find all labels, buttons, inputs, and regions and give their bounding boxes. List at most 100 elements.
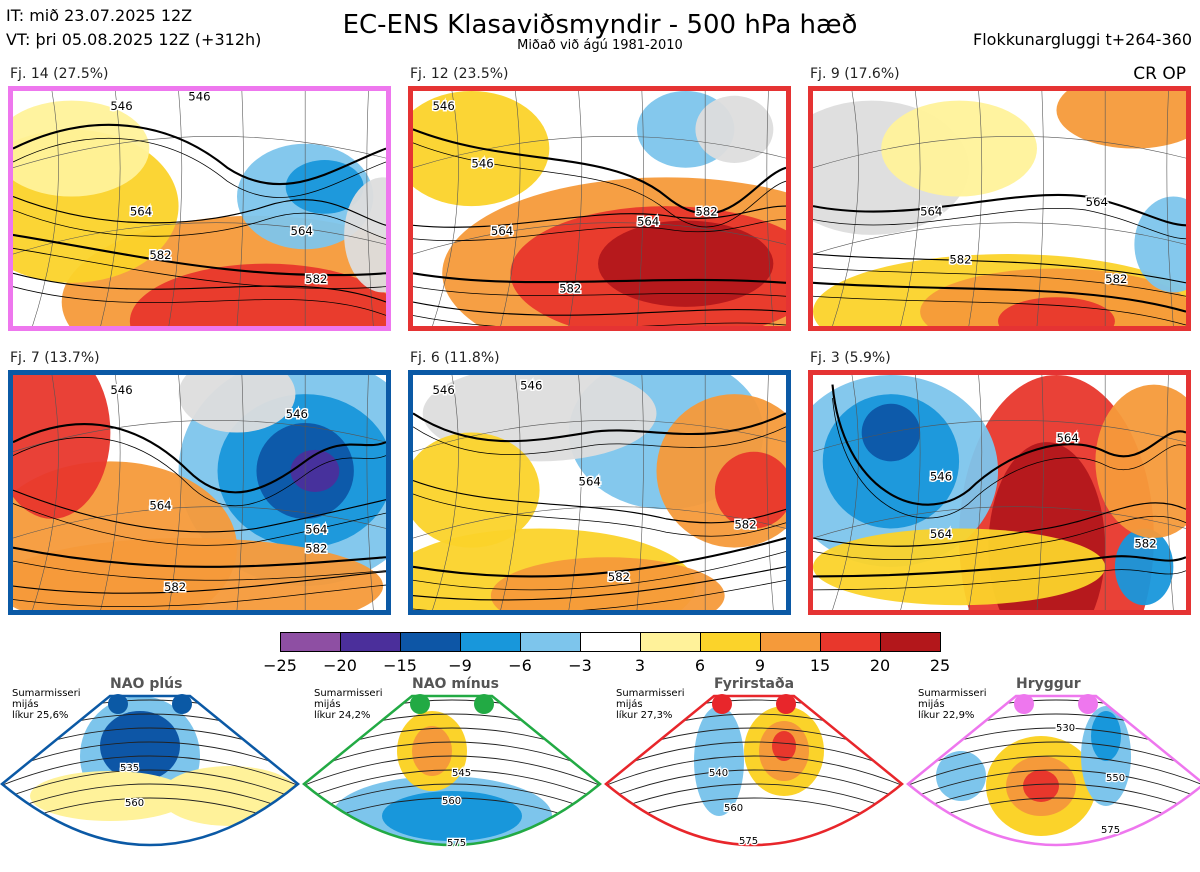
anomaly-area (813, 528, 1106, 606)
regime-info-line: Sumarmisseri (314, 688, 383, 699)
meridian-line (1036, 375, 1044, 610)
regime-marker-dot (776, 694, 796, 714)
parallel-line (813, 506, 1186, 539)
regime-info-line: Sumarmisseri (12, 688, 81, 699)
regime-marker-dot (474, 694, 494, 714)
meridian-line (1166, 91, 1174, 326)
cluster-map-svg: 564 546 564 582 (813, 375, 1186, 610)
colorbar-cell (700, 632, 761, 652)
meridian-line (636, 91, 644, 326)
contour-label: 582 (695, 205, 717, 219)
parallel-line (13, 506, 386, 539)
colorbar-cell (580, 632, 641, 652)
meridian-line (568, 375, 583, 610)
meridian-line (432, 375, 459, 610)
anomaly-area (178, 375, 296, 433)
height-contour-thin (413, 579, 786, 610)
regime-map: 540 560 575 Fyrirstaða Sumarmisseri mijás líku… (604, 676, 904, 868)
regime-info: Sumarmisseri mijás líkur 25,6% (12, 688, 80, 721)
regime-contour-label: 575 (1101, 825, 1120, 836)
colorbar-cell (400, 632, 461, 652)
regime-contour-label: 575 (739, 836, 758, 847)
regime-fan-svg: 535 560 (0, 694, 300, 847)
cluster-label: Fj. 14 (27.5%) (10, 66, 109, 82)
contour-label: 546 (930, 470, 952, 484)
height-contour-thin (413, 219, 786, 242)
colorbar-tick-label: 6 (694, 656, 706, 675)
contour-label: 582 (734, 518, 756, 532)
meridian-line (168, 375, 183, 610)
regime-contour-label: 545 (452, 768, 471, 779)
meridian-line (900, 91, 921, 326)
height-contour-thin (13, 137, 386, 198)
cr-op-label: CR OP (1133, 64, 1186, 84)
regime-outline (302, 694, 602, 847)
anomaly-area (695, 95, 774, 163)
classification-window: Flokkunargluggi t+264-360 (973, 30, 1192, 49)
meridian-line (766, 375, 774, 610)
height-contour-thin (13, 286, 386, 316)
regime-marker-dot (172, 694, 192, 714)
height-contour-thin (13, 503, 386, 546)
meridian-line (32, 375, 59, 610)
colorbar-cell (340, 632, 401, 652)
contour-label: 546 (432, 99, 454, 113)
height-contour (413, 272, 786, 284)
height-contour (13, 422, 386, 494)
anomaly-area (344, 177, 386, 293)
regime-contour-label: 575 (447, 838, 466, 849)
height-contour (413, 412, 786, 443)
regime-contour-label: 560 (442, 796, 461, 807)
contour-label: 564 (637, 214, 659, 228)
contour-label: 546 (471, 157, 493, 171)
meridian-line (168, 91, 183, 326)
regime-name: Fyrirstaða (714, 676, 795, 692)
regime-info-line: mijás (616, 699, 643, 710)
regime-name: NAO mínus (412, 676, 499, 692)
colorbar-cell (520, 632, 581, 652)
regime-contour-label: 540 (709, 768, 728, 779)
regime-fan-svg: 540 560 575 (604, 694, 904, 848)
meridian-line (968, 375, 983, 610)
page-subtitle: Miðað við ágú 1981-2010 (517, 38, 683, 53)
regime-info-line: mijás (12, 699, 39, 710)
anomaly-area (413, 432, 540, 548)
contour-label: 564 (1086, 195, 1108, 209)
regime-contour (304, 741, 600, 773)
meridian-line (100, 375, 121, 610)
anomaly-area (13, 375, 111, 519)
contour-label: 546 (432, 383, 454, 397)
regime-marker-dot (1014, 694, 1034, 714)
cluster-map: 546 546 564 582 582 (408, 370, 791, 615)
regime-contour-label: 560 (724, 803, 743, 814)
contour-label: 582 (559, 282, 581, 296)
colorbar-cell (880, 632, 941, 652)
anomaly-area (1056, 91, 1186, 149)
height-contour-thin (413, 551, 786, 591)
valid-time: VT: þri 05.08.2025 12Z (+312h) (6, 30, 262, 49)
meridian-line (366, 91, 374, 326)
contour-label: 564 (149, 498, 171, 512)
regime-contour (304, 783, 600, 815)
parallel-line (813, 136, 1186, 169)
meridian-line (1036, 91, 1044, 326)
contour-label: 564 (491, 224, 513, 238)
regime-info-line: Sumarmisseri (616, 688, 685, 699)
height-contour-thin (413, 426, 786, 455)
regime-marker-dot (410, 694, 430, 714)
parallel-line (413, 420, 786, 453)
regime-info-line: Sumarmisseri (918, 688, 987, 699)
regime-marker-dot (108, 694, 128, 714)
height-contour (413, 479, 786, 524)
height-contour (813, 281, 1186, 313)
anomaly-area (822, 394, 960, 529)
height-contour-thin (813, 207, 1186, 240)
anomaly-area (290, 449, 340, 493)
cluster-map-svg: 546 546 564 564 582 582 (413, 91, 786, 326)
cluster-map-svg: 546 546 564 582 582 (413, 375, 786, 610)
height-contour-thin (13, 437, 386, 507)
colorbar-tick-label: −25 (263, 656, 297, 675)
contour-label: 582 (1134, 537, 1156, 551)
cluster-label: Fj. 6 (11.8%) (410, 350, 500, 366)
meridian-line (900, 375, 921, 610)
